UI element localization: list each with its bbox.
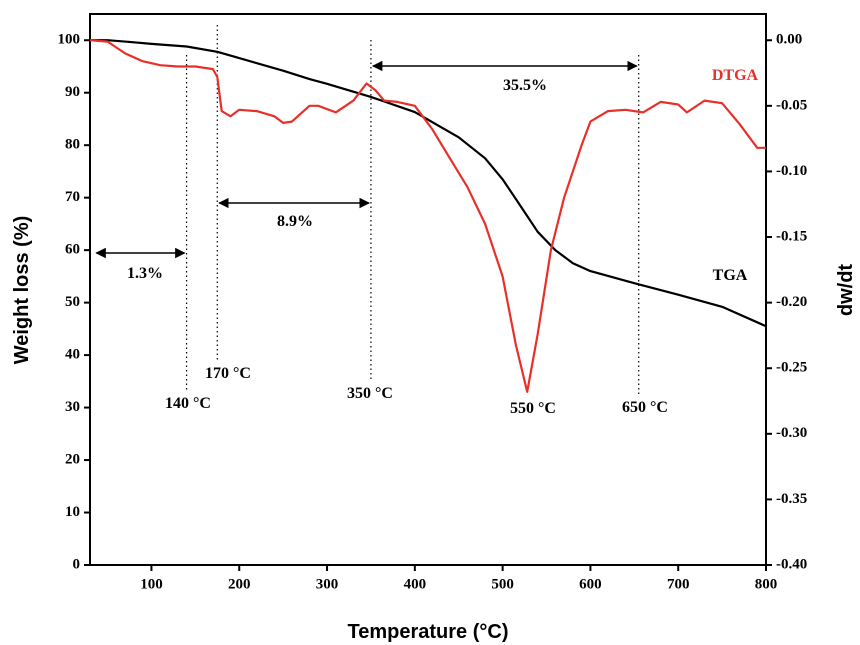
annotation: 1.3% (127, 265, 163, 282)
x-tick-label: 200 (228, 576, 251, 592)
y-tick-label: 70 (65, 189, 80, 205)
annotation: 650 °C (622, 399, 668, 416)
x-tick-label: 500 (491, 576, 514, 592)
y-tick-label: 10 (65, 504, 80, 520)
x-tick-label: 300 (316, 576, 339, 592)
y-tick-label: 80 (65, 137, 80, 153)
y-tick-label: 90 (65, 84, 80, 100)
y2-tick-label: -0.30 (776, 425, 807, 441)
legend-label: DTGA (712, 67, 759, 84)
annotation: 350 °C (347, 385, 393, 402)
x-tick-label: 400 (404, 576, 427, 592)
y2-tick-label: -0.35 (776, 491, 807, 507)
series-line (89, 39, 766, 393)
annotation: 8.9% (277, 213, 313, 230)
y2-tick-label: -0.20 (776, 294, 807, 310)
y-tick-label: 50 (65, 294, 80, 310)
x-tick-label: 600 (579, 576, 602, 592)
y2-tick-label: -0.10 (776, 163, 807, 179)
y2-tick-label: -0.40 (776, 556, 807, 572)
x-axis-label: Temperature (°C) (348, 621, 509, 643)
y2-tick-label: -0.05 (776, 97, 807, 113)
y-tick-label: 40 (65, 347, 80, 363)
y-tick-label: 20 (65, 451, 80, 467)
y2-axis-label: dw/dt (835, 264, 857, 317)
y-tick-label: 30 (65, 399, 80, 415)
legend-label: TGA (713, 267, 748, 284)
annotation: 550 °C (510, 400, 556, 417)
y-axis-label: Weight loss (%) (11, 216, 33, 365)
annotation: 35.5% (503, 77, 547, 94)
annotation: 140 °C (165, 395, 211, 412)
x-tick-label: 800 (755, 576, 778, 592)
y-tick-label: 60 (65, 242, 80, 258)
series-line (90, 39, 767, 328)
y2-tick-label: 0.00 (776, 32, 802, 48)
x-tick-label: 700 (667, 576, 690, 592)
annotation: 170 °C (205, 365, 251, 382)
y2-tick-label: -0.15 (776, 228, 807, 244)
x-tick-label: 100 (140, 576, 163, 592)
y2-tick-label: -0.25 (776, 360, 807, 376)
plot-frame (89, 13, 767, 566)
y-tick-label: 100 (58, 32, 81, 48)
y-tick-label: 0 (73, 556, 81, 572)
